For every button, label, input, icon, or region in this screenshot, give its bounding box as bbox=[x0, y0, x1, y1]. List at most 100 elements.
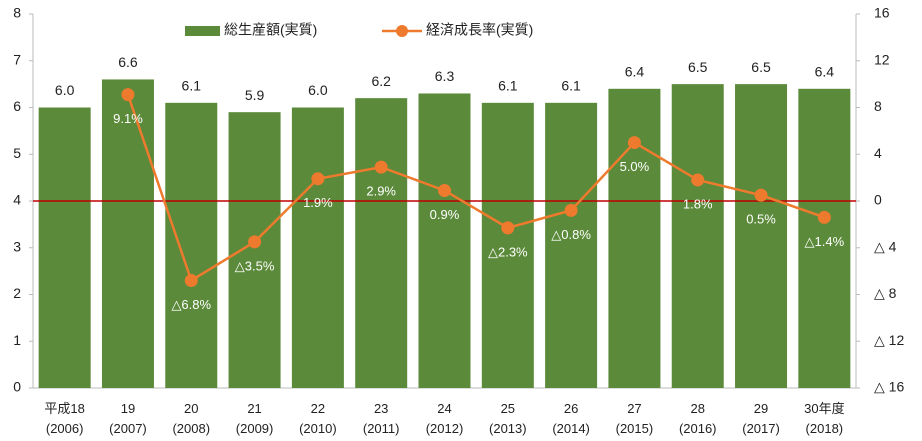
growth-line bbox=[126, 94, 825, 283]
growth-label: △1.4% bbox=[805, 234, 845, 249]
x-tick-label: 26 (2014) bbox=[552, 401, 590, 436]
bar-label: 6.1 bbox=[561, 78, 581, 94]
x-tick-line: 平成18 bbox=[44, 401, 84, 416]
y2-tick-label: 12 bbox=[874, 51, 890, 67]
x-tick-line: 21 bbox=[247, 401, 261, 416]
growth-marker bbox=[248, 235, 262, 249]
y2-tick-label: △ 16 bbox=[874, 379, 904, 395]
x-tick-line: 25 bbox=[501, 401, 515, 416]
bar-label: 6.2 bbox=[371, 73, 391, 89]
bar-label: 6.1 bbox=[498, 78, 518, 94]
x-tick-line: 19 bbox=[121, 401, 135, 416]
bar-label: 6.1 bbox=[182, 78, 202, 94]
legend-swatch bbox=[185, 26, 220, 36]
growth-marker bbox=[374, 160, 388, 174]
bar bbox=[798, 88, 851, 389]
y2-tick-label: 4 bbox=[874, 145, 882, 161]
bar-label: 6.5 bbox=[688, 59, 708, 75]
x-tick-line: 28 bbox=[690, 401, 704, 416]
bar bbox=[608, 88, 661, 389]
y-tick-label: 8 bbox=[13, 5, 21, 21]
x-tick-line: 22 bbox=[311, 401, 325, 416]
x-tick-line: (2016) bbox=[679, 421, 717, 436]
bar bbox=[38, 107, 91, 388]
x-tick-line: 29 bbox=[754, 401, 768, 416]
bar bbox=[735, 84, 788, 388]
x-tick-label: 23 (2011) bbox=[363, 401, 400, 436]
bar bbox=[165, 102, 218, 388]
y-tick-label: 5 bbox=[13, 145, 21, 161]
bar bbox=[291, 107, 344, 388]
x-tick-line: 24 bbox=[437, 401, 451, 416]
growth-marker bbox=[501, 221, 515, 235]
x-tick-line: (2007) bbox=[109, 421, 147, 436]
bar-label: 6.4 bbox=[815, 64, 835, 80]
x-tick-label: 27 (2015) bbox=[616, 401, 654, 436]
legend-label: 経済成長率(実質) bbox=[426, 22, 533, 38]
x-tick-label: 29 (2017) bbox=[742, 401, 780, 436]
bar bbox=[228, 112, 281, 389]
growth-marker bbox=[184, 273, 198, 287]
legend-label: 総生産額(実質) bbox=[224, 22, 317, 38]
x-tick-line: (2014) bbox=[552, 421, 590, 436]
y-tick-label: 6 bbox=[13, 98, 21, 114]
y-tick-label: 1 bbox=[13, 332, 21, 348]
growth-label: △3.5% bbox=[235, 258, 275, 273]
bar bbox=[545, 102, 598, 388]
growth-marker bbox=[627, 136, 641, 150]
x-tick-line: (2011) bbox=[363, 421, 400, 436]
y-tick-label: 2 bbox=[13, 285, 21, 301]
x-tick-line: (2010) bbox=[299, 421, 337, 436]
y2-tick-label: △ 4 bbox=[874, 238, 897, 254]
x-tick-label: 25 (2013) bbox=[489, 401, 527, 436]
y-tick-label: 0 bbox=[13, 379, 21, 395]
x-tick-line: (2012) bbox=[426, 421, 464, 436]
x-tick-label: 19 (2007) bbox=[109, 401, 147, 436]
x-tick-label: 30年度 (2018) bbox=[804, 401, 844, 436]
growth-marker bbox=[121, 88, 135, 102]
x-tick-line: 26 bbox=[564, 401, 578, 416]
bar-label: 6.6 bbox=[118, 54, 138, 70]
growth-label: 0.9% bbox=[430, 207, 460, 222]
y2-tick-label: △ 8 bbox=[874, 285, 897, 301]
growth-label: 0.5% bbox=[746, 212, 776, 227]
growth-marker bbox=[754, 188, 768, 202]
growth-label: 5.0% bbox=[620, 159, 650, 174]
y2-tick-label: △ 12 bbox=[874, 332, 904, 348]
growth-label: △6.8% bbox=[171, 297, 211, 312]
growth-label: △2.3% bbox=[488, 244, 528, 259]
bar bbox=[355, 98, 408, 389]
x-tick-line: (2013) bbox=[489, 421, 527, 436]
bar-label: 6.4 bbox=[625, 64, 645, 80]
growth-label: 1.8% bbox=[683, 196, 713, 211]
y-tick-label: 3 bbox=[13, 238, 21, 254]
growth-label: 9.1% bbox=[113, 111, 143, 126]
bar bbox=[101, 79, 154, 388]
growth-label: 1.9% bbox=[303, 195, 333, 210]
x-tick-label: 22 (2010) bbox=[299, 401, 337, 436]
growth-marker bbox=[817, 210, 831, 224]
x-tick-line: (2008) bbox=[172, 421, 210, 436]
y-tick-label: 4 bbox=[13, 192, 21, 208]
growth-label: 2.9% bbox=[366, 184, 396, 199]
bar-label: 6.3 bbox=[435, 68, 455, 84]
x-tick-line: (2015) bbox=[616, 421, 654, 436]
bar-label: 5.9 bbox=[245, 87, 265, 103]
x-tick-line: (2018) bbox=[806, 421, 844, 436]
bar bbox=[418, 93, 471, 388]
bar bbox=[671, 84, 724, 388]
x-tick-line: (2017) bbox=[742, 421, 780, 436]
x-tick-line: 23 bbox=[374, 401, 388, 416]
x-tick-line: 27 bbox=[627, 401, 641, 416]
bar-label: 6.0 bbox=[55, 82, 75, 98]
x-tick-label: 24 (2012) bbox=[426, 401, 464, 436]
x-tick-line: (2006) bbox=[46, 421, 84, 436]
growth-marker bbox=[564, 203, 578, 217]
x-tick-line: 30年度 bbox=[804, 401, 844, 416]
x-tick-label: 21 (2009) bbox=[236, 401, 274, 436]
y2-tick-label: 16 bbox=[874, 5, 890, 21]
x-tick-label: 平成18 (2006) bbox=[44, 401, 84, 436]
legend-marker bbox=[396, 25, 408, 37]
x-tick-line: (2009) bbox=[236, 421, 274, 436]
